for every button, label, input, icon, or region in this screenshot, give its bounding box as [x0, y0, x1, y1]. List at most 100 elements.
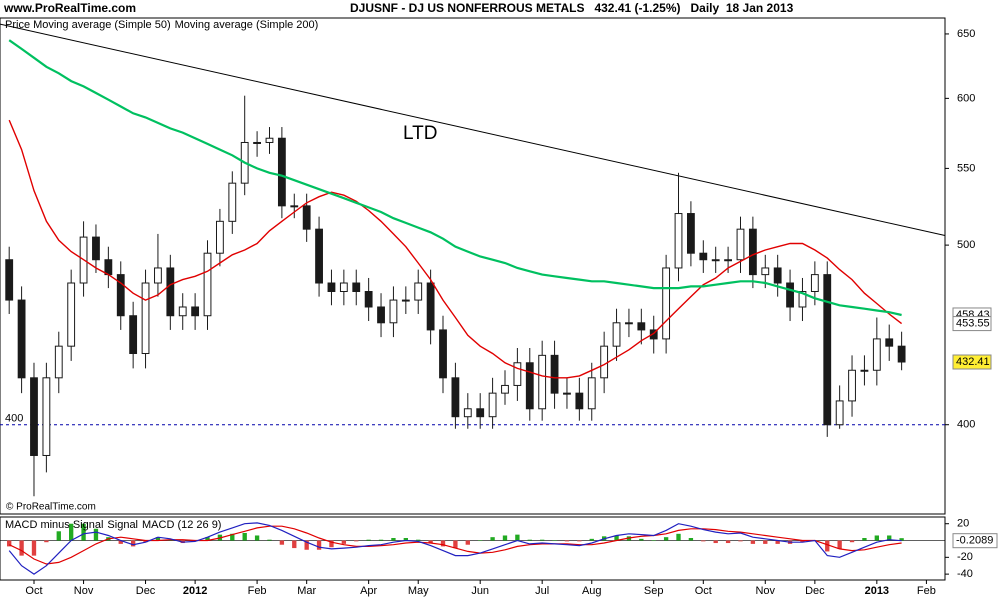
candle-body [67, 282, 76, 347]
y-tick-label: -40 [957, 568, 973, 580]
x-tick-label: Jun [471, 585, 489, 597]
candle-body [315, 228, 323, 284]
candle-body [488, 392, 497, 418]
reference-label: 400 [5, 413, 23, 425]
candle-body [17, 299, 26, 379]
candle-body [339, 282, 348, 292]
histogram-bar [304, 540, 309, 550]
histogram-bar [391, 538, 396, 541]
candle-body [736, 228, 745, 261]
legend-label: Price [5, 19, 30, 31]
legend-entry: MACD minus Signal [5, 519, 103, 531]
histogram-bar [515, 534, 520, 541]
value-label: 453.55 [956, 317, 990, 329]
histogram-bar [676, 533, 681, 541]
histogram-bar [69, 523, 74, 541]
histogram-bar [874, 535, 879, 541]
legend-entry: Moving average (Simple 200) [175, 19, 319, 31]
candle-body [649, 329, 658, 340]
candle-body [401, 299, 410, 302]
x-tick-label: Oct [25, 585, 42, 597]
histogram-bar [292, 540, 297, 549]
histogram-bar [478, 540, 483, 542]
candle-body [265, 137, 274, 143]
histogram-bar [316, 540, 322, 550]
candle-body [773, 267, 782, 284]
candle-body [823, 274, 832, 426]
histogram-bar [279, 540, 285, 545]
candle-body [178, 306, 187, 317]
histogram-bar [701, 540, 706, 542]
candle-body [154, 267, 162, 284]
candle-body [277, 137, 286, 207]
x-tick-label: Aug [582, 585, 602, 597]
x-tick-label: Feb [248, 585, 267, 597]
y-tick-label: 650 [957, 28, 975, 40]
histogram-bar [118, 540, 123, 544]
histogram-bar [552, 540, 557, 542]
candle-body [587, 377, 596, 410]
price-panel [0, 17, 946, 515]
histogram-bar [887, 535, 892, 541]
candle-body [525, 362, 534, 410]
histogram-bar [738, 540, 743, 542]
candle-body [302, 205, 311, 230]
histogram-bar [651, 540, 656, 542]
x-tick-label: Apr [360, 585, 377, 597]
candle-body [166, 267, 175, 317]
histogram-bar [366, 539, 371, 541]
histogram-bar [230, 533, 235, 541]
candle-body [550, 354, 559, 394]
histogram-bar [143, 540, 148, 543]
x-tick-label: 2013 [865, 585, 889, 597]
y-tick-label: 500 [957, 239, 975, 251]
candle-body [761, 267, 770, 276]
histogram-bar [341, 540, 347, 544]
x-tick-label: Dec [136, 585, 156, 597]
candle-body [439, 329, 447, 379]
histogram-bar [56, 531, 61, 541]
legend-entry: MACD (12 26 9) [142, 519, 221, 531]
y-tick-label: 550 [957, 162, 975, 174]
histogram-bar [589, 538, 594, 541]
candle-body [810, 274, 819, 292]
candle-body [872, 338, 881, 371]
histogram-bar [403, 538, 408, 541]
histogram-bar [750, 540, 756, 544]
candle-body [476, 408, 485, 418]
x-tick-label: Jul [535, 585, 549, 597]
candle-body [835, 400, 844, 426]
x-tick-label: 2012 [183, 585, 207, 597]
line-series [8, 39, 902, 317]
candle-body [253, 141, 262, 144]
candle-body [885, 338, 894, 347]
histogram-bar [663, 537, 669, 541]
histogram-bar [155, 537, 161, 541]
candle-body [501, 384, 509, 394]
histogram-bar [205, 537, 210, 541]
candle-body [327, 282, 336, 292]
candle-body [352, 282, 361, 292]
candle-body [129, 315, 138, 355]
x-tick-label: Sep [644, 585, 664, 597]
candle-body [724, 259, 733, 262]
y-tick-label: 400 [957, 419, 975, 431]
candle-body [798, 290, 807, 308]
value-box [952, 354, 992, 370]
x-tick-label: Nov [755, 585, 775, 597]
histogram-bar [527, 539, 532, 541]
line-series [8, 119, 903, 379]
candle-body [897, 345, 906, 363]
histogram-bar [453, 540, 458, 549]
histogram-bar [242, 532, 247, 541]
y-tick-label: 20 [957, 518, 969, 530]
histogram-bar [44, 540, 49, 543]
histogram-bar [564, 540, 570, 542]
value-label: 432.41 [956, 356, 990, 368]
line-series [8, 525, 902, 565]
trendline [0, 23, 946, 236]
histogram-bar [825, 540, 830, 552]
candle-body [674, 213, 683, 269]
histogram-bar [416, 539, 421, 541]
